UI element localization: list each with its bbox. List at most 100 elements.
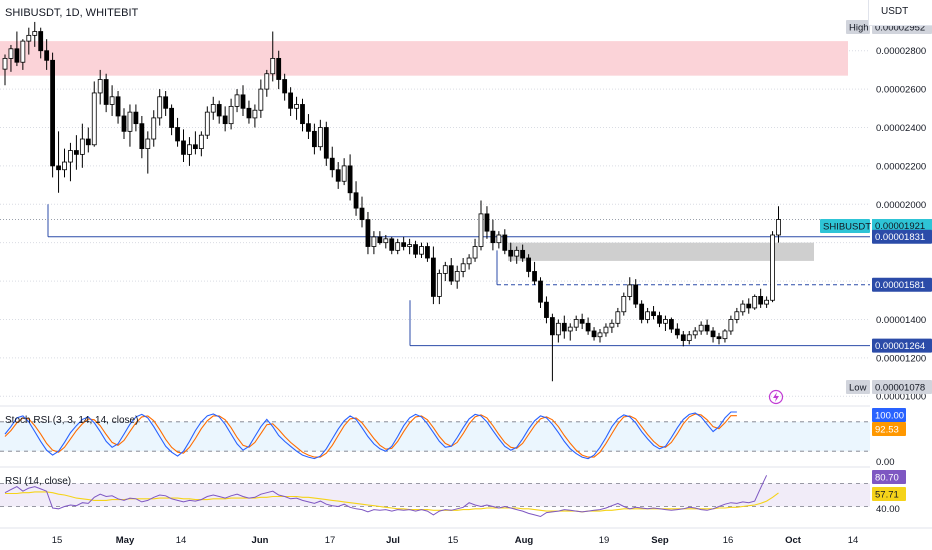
price-tick-label: 0.00002200 (876, 161, 926, 172)
candle-body (216, 104, 222, 117)
candle-body (145, 138, 151, 150)
candle-body (639, 303, 645, 320)
candle-body (466, 257, 472, 265)
candle-body (436, 272, 442, 297)
time-tick-label: 15 (448, 535, 459, 546)
candle-body (228, 105, 234, 125)
candle-body (276, 57, 282, 80)
candle-body (758, 296, 764, 305)
low-value: 0.00001078 (875, 383, 925, 394)
candle-body (710, 330, 716, 338)
candle-body (579, 319, 585, 324)
rsi-value: 80.70 (875, 473, 899, 484)
low-label-bg (846, 380, 870, 394)
candle-body (246, 107, 252, 119)
candle-body (359, 207, 365, 221)
candle-body (317, 127, 323, 148)
price-tick-label: 0.00001200 (876, 353, 926, 364)
price-tick-label: 0.00002800 (876, 46, 926, 57)
stoch-band-fill (0, 421, 870, 452)
level-1-value: 0.00001831 (875, 232, 925, 243)
candle-body (651, 311, 656, 317)
candle-body (68, 150, 73, 163)
price-axis[interactable]: 0.00002800 0.00002600 0.00002400 0.00002200… (870, 0, 932, 528)
candle-body (32, 31, 38, 36)
candle-body (50, 59, 55, 167)
candle-body (484, 213, 490, 232)
lightning-icon (768, 389, 784, 405)
stoch-d-line (4, 413, 737, 458)
candle-body (478, 213, 484, 247)
rsi-ma-value-bg (872, 487, 906, 501)
candle-body (419, 246, 424, 255)
candle-body (240, 94, 246, 109)
candle-body (127, 111, 133, 132)
candle-body (192, 144, 198, 150)
candle-body (210, 104, 216, 113)
candle-body (752, 296, 758, 309)
candle-body (430, 257, 436, 297)
candle-body (502, 234, 508, 251)
candle-body (764, 299, 769, 305)
candle-body (442, 265, 448, 274)
candle-body (198, 134, 204, 150)
demand-zone (508, 242, 814, 261)
candle-body (728, 319, 734, 332)
candle-body (44, 50, 50, 61)
price-tick-label: 0.00001000 (876, 392, 926, 403)
time-tick-label: Aug (515, 535, 534, 546)
currency-selector[interactable]: USDT (868, 0, 932, 26)
candle-body (56, 165, 61, 171)
stoch-k-value: 100.00 (875, 411, 904, 422)
level-1-value-bg (872, 229, 932, 244)
candle-body (407, 244, 413, 247)
candle-body (615, 311, 621, 324)
candle-body (657, 315, 662, 324)
candle-body (115, 96, 121, 117)
candle-body (79, 138, 85, 155)
candle-body (85, 138, 91, 146)
candle-body (26, 34, 32, 42)
candle-body (603, 326, 609, 334)
candle-body (692, 330, 698, 336)
candle-body (508, 249, 514, 257)
rsi-line (4, 475, 768, 518)
candle-body (526, 257, 531, 272)
lightning-glyph (773, 392, 779, 402)
candle-body (663, 319, 668, 324)
low-label: Low (849, 383, 867, 394)
candle-body (472, 246, 478, 259)
candle-body (413, 244, 418, 255)
time-tick-label: 17 (325, 535, 336, 546)
candle-body (109, 96, 115, 105)
candle-body (460, 263, 466, 272)
candle-body (567, 326, 573, 332)
candle-body (222, 115, 228, 125)
stoch-rsi-pane (0, 405, 932, 460)
candle-body (722, 330, 728, 340)
candle-body (448, 265, 454, 282)
candle-body (169, 107, 175, 128)
candle-body (103, 79, 109, 105)
symbol-tag-bg (820, 219, 870, 233)
candle-body (74, 150, 79, 155)
candle-body (38, 31, 44, 52)
rsi-pane (0, 466, 932, 518)
time-tick-label: 16 (723, 535, 734, 546)
time-axis[interactable]: 15 May 14 Jun 17 Jul 15 Aug 19 Sep 16 Oct 14 (0, 527, 932, 546)
rsi-band-fill (0, 483, 870, 507)
candle-body (14, 48, 20, 63)
candle-body (252, 109, 258, 119)
candle-body (341, 165, 347, 182)
candle-body (538, 280, 543, 303)
time-tick-label: Jul (386, 535, 400, 546)
level-3-value-bg (872, 338, 932, 353)
stoch-k-value-bg (872, 408, 906, 422)
price-tick-label: 0.00002600 (876, 85, 926, 96)
candle-body (377, 236, 383, 244)
candle-body (674, 328, 680, 336)
candle-body (163, 96, 169, 109)
